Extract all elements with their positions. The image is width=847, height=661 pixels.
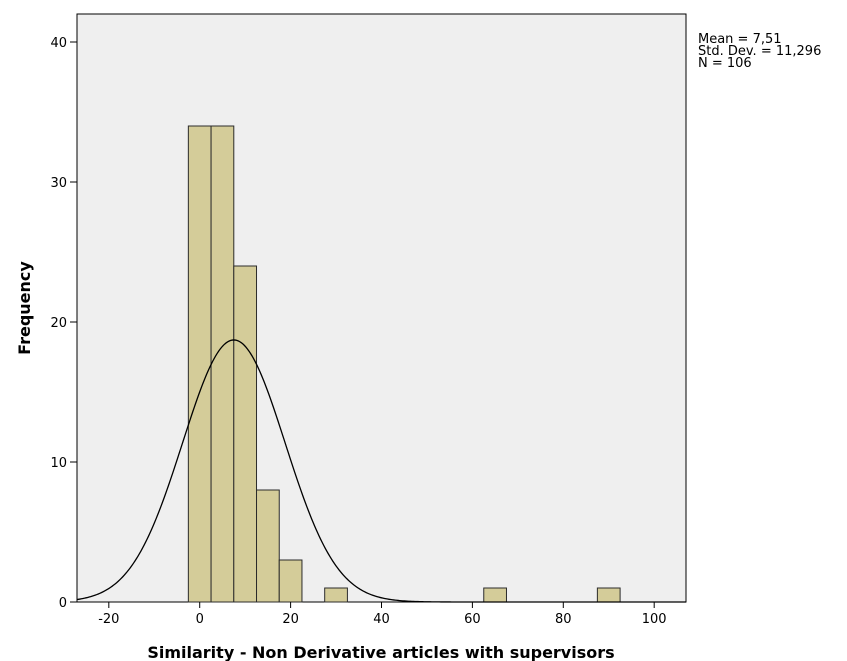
x-axis: -20 0 20 40 60 80 100 <box>98 602 667 627</box>
x-tick-label: 40 <box>373 612 390 627</box>
normal-curve <box>76 339 686 603</box>
histogram-bar <box>324 587 348 603</box>
histogram-bar <box>483 587 507 603</box>
x-tick-label: 20 <box>282 612 299 627</box>
y-tick-label: 0 <box>59 596 67 611</box>
x-tick-label: 60 <box>464 612 481 627</box>
x-axis-title: Similarity - Non Derivative articles wit… <box>147 643 614 661</box>
y-tick-label: 30 <box>50 176 67 191</box>
histogram-bar <box>596 587 621 603</box>
y-axis-title: Frequency <box>15 261 34 355</box>
histogram-bar <box>210 125 235 603</box>
y-tick-label: 10 <box>50 456 67 471</box>
summary-statistics: Mean = 7,51 Std. Dev. = 11,296 N = 106 <box>698 32 822 71</box>
plot-area <box>76 13 687 603</box>
stat-n: N = 106 <box>698 56 752 71</box>
x-tick-label: 100 <box>642 612 667 627</box>
histogram-bar <box>256 489 280 603</box>
x-tick-label: -20 <box>98 612 119 627</box>
x-tick-label: 80 <box>555 612 572 627</box>
y-tick-label: 20 <box>50 316 67 331</box>
y-axis: 0 10 20 30 40 <box>50 36 77 611</box>
stat-mean: Mean = 7,51 <box>698 32 782 47</box>
histogram-bar <box>233 265 258 603</box>
x-tick-label: 0 <box>196 612 204 627</box>
stat-std-dev: Std. Dev. = 11,296 <box>698 44 822 59</box>
y-tick-label: 40 <box>50 36 67 51</box>
histogram-bar <box>278 559 303 603</box>
histogram-bars <box>187 125 621 603</box>
histogram-bar <box>187 125 212 603</box>
